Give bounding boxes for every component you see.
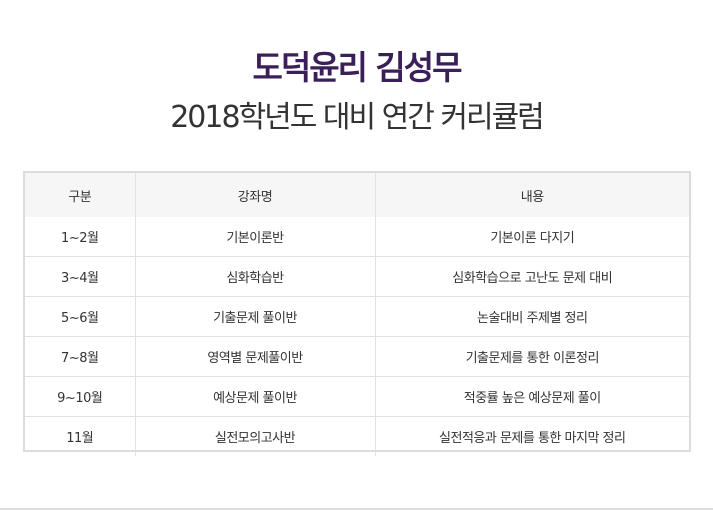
cell-period: 1~2월 — [61, 231, 99, 246]
page-subtitle: 2018학년도 대비 연간 커리큘럼 — [170, 100, 545, 135]
table-body: 1~2월 기본이론반 기본이론 다지기 3~4월 심화학습반 심화학습으로 고난… — [25, 217, 689, 456]
cell-content: 논술대비 주제별 정리 — [374, 296, 689, 337]
table-header-row: 구분 강좌명 내용 — [25, 173, 689, 217]
column-header-period: 구분 — [25, 173, 135, 217]
table-row: 1~2월 기본이론반 기본이론 다지기 — [25, 217, 689, 257]
table-row: 3~4월 심화학습반 심화학습으로 고난도 문제 대비 — [25, 256, 689, 297]
cell-course: 실전모의고사반 — [134, 416, 375, 456]
table-row: 11월 실전모의고사반 실전적응과 문제를 통한 마지막 정리 — [25, 416, 689, 456]
cell-course: 예상문제 풀이반 — [134, 376, 375, 417]
cell-content: 실전적응과 문제를 통한 마지막 정리 — [374, 416, 689, 456]
cell-period: 9~10월 — [25, 376, 135, 417]
cell-period: 7~8월 — [25, 336, 135, 377]
cell-course: 영역별 문제풀이반 — [134, 336, 375, 377]
cell-content: 심화학습으로 고난도 문제 대비 — [374, 256, 689, 297]
table-row: 9~10월 예상문제 풀이반 적중률 높은 예상문제 풀이 — [25, 376, 689, 417]
table-header: 구분 강좌명 내용 — [25, 173, 689, 217]
cell-course: 기본이론반 — [134, 217, 375, 257]
cell-period: 5~6월 — [25, 296, 135, 337]
cell-content: 기본이론 다지기 — [374, 217, 689, 257]
cell-course: 기출문제 풀이반 — [134, 296, 375, 337]
cell-content: 기출문제를 통한 이론정리 — [374, 336, 689, 377]
column-header-content: 내용 — [374, 173, 689, 217]
page-title: 도덕윤리 김성무 — [252, 48, 462, 87]
bottom-divider — [0, 508, 713, 510]
cell-period: 11월 — [25, 416, 135, 456]
cell-content: 적중률 높은 예상문제 풀이 — [374, 376, 689, 417]
curriculum-table: 구분 강좌명 내용 1~2월 기본이론반 기본이론 다지기 3~4월 심화학습반… — [25, 173, 689, 456]
cell-course: 심화학습반 — [134, 256, 375, 297]
table-row: 5~6월 기출문제 풀이반 논술대비 주제별 정리 — [25, 296, 689, 337]
column-header-course: 강좌명 — [134, 173, 375, 217]
cell-period: 3~4월 — [25, 256, 135, 297]
curriculum-table-container: 구분 강좌명 내용 1~2월 기본이론반 기본이론 다지기 3~4월 심화학습반… — [23, 171, 691, 456]
table-row: 7~8월 영역별 문제풀이반 기출문제를 통한 이론정리 — [25, 336, 689, 377]
